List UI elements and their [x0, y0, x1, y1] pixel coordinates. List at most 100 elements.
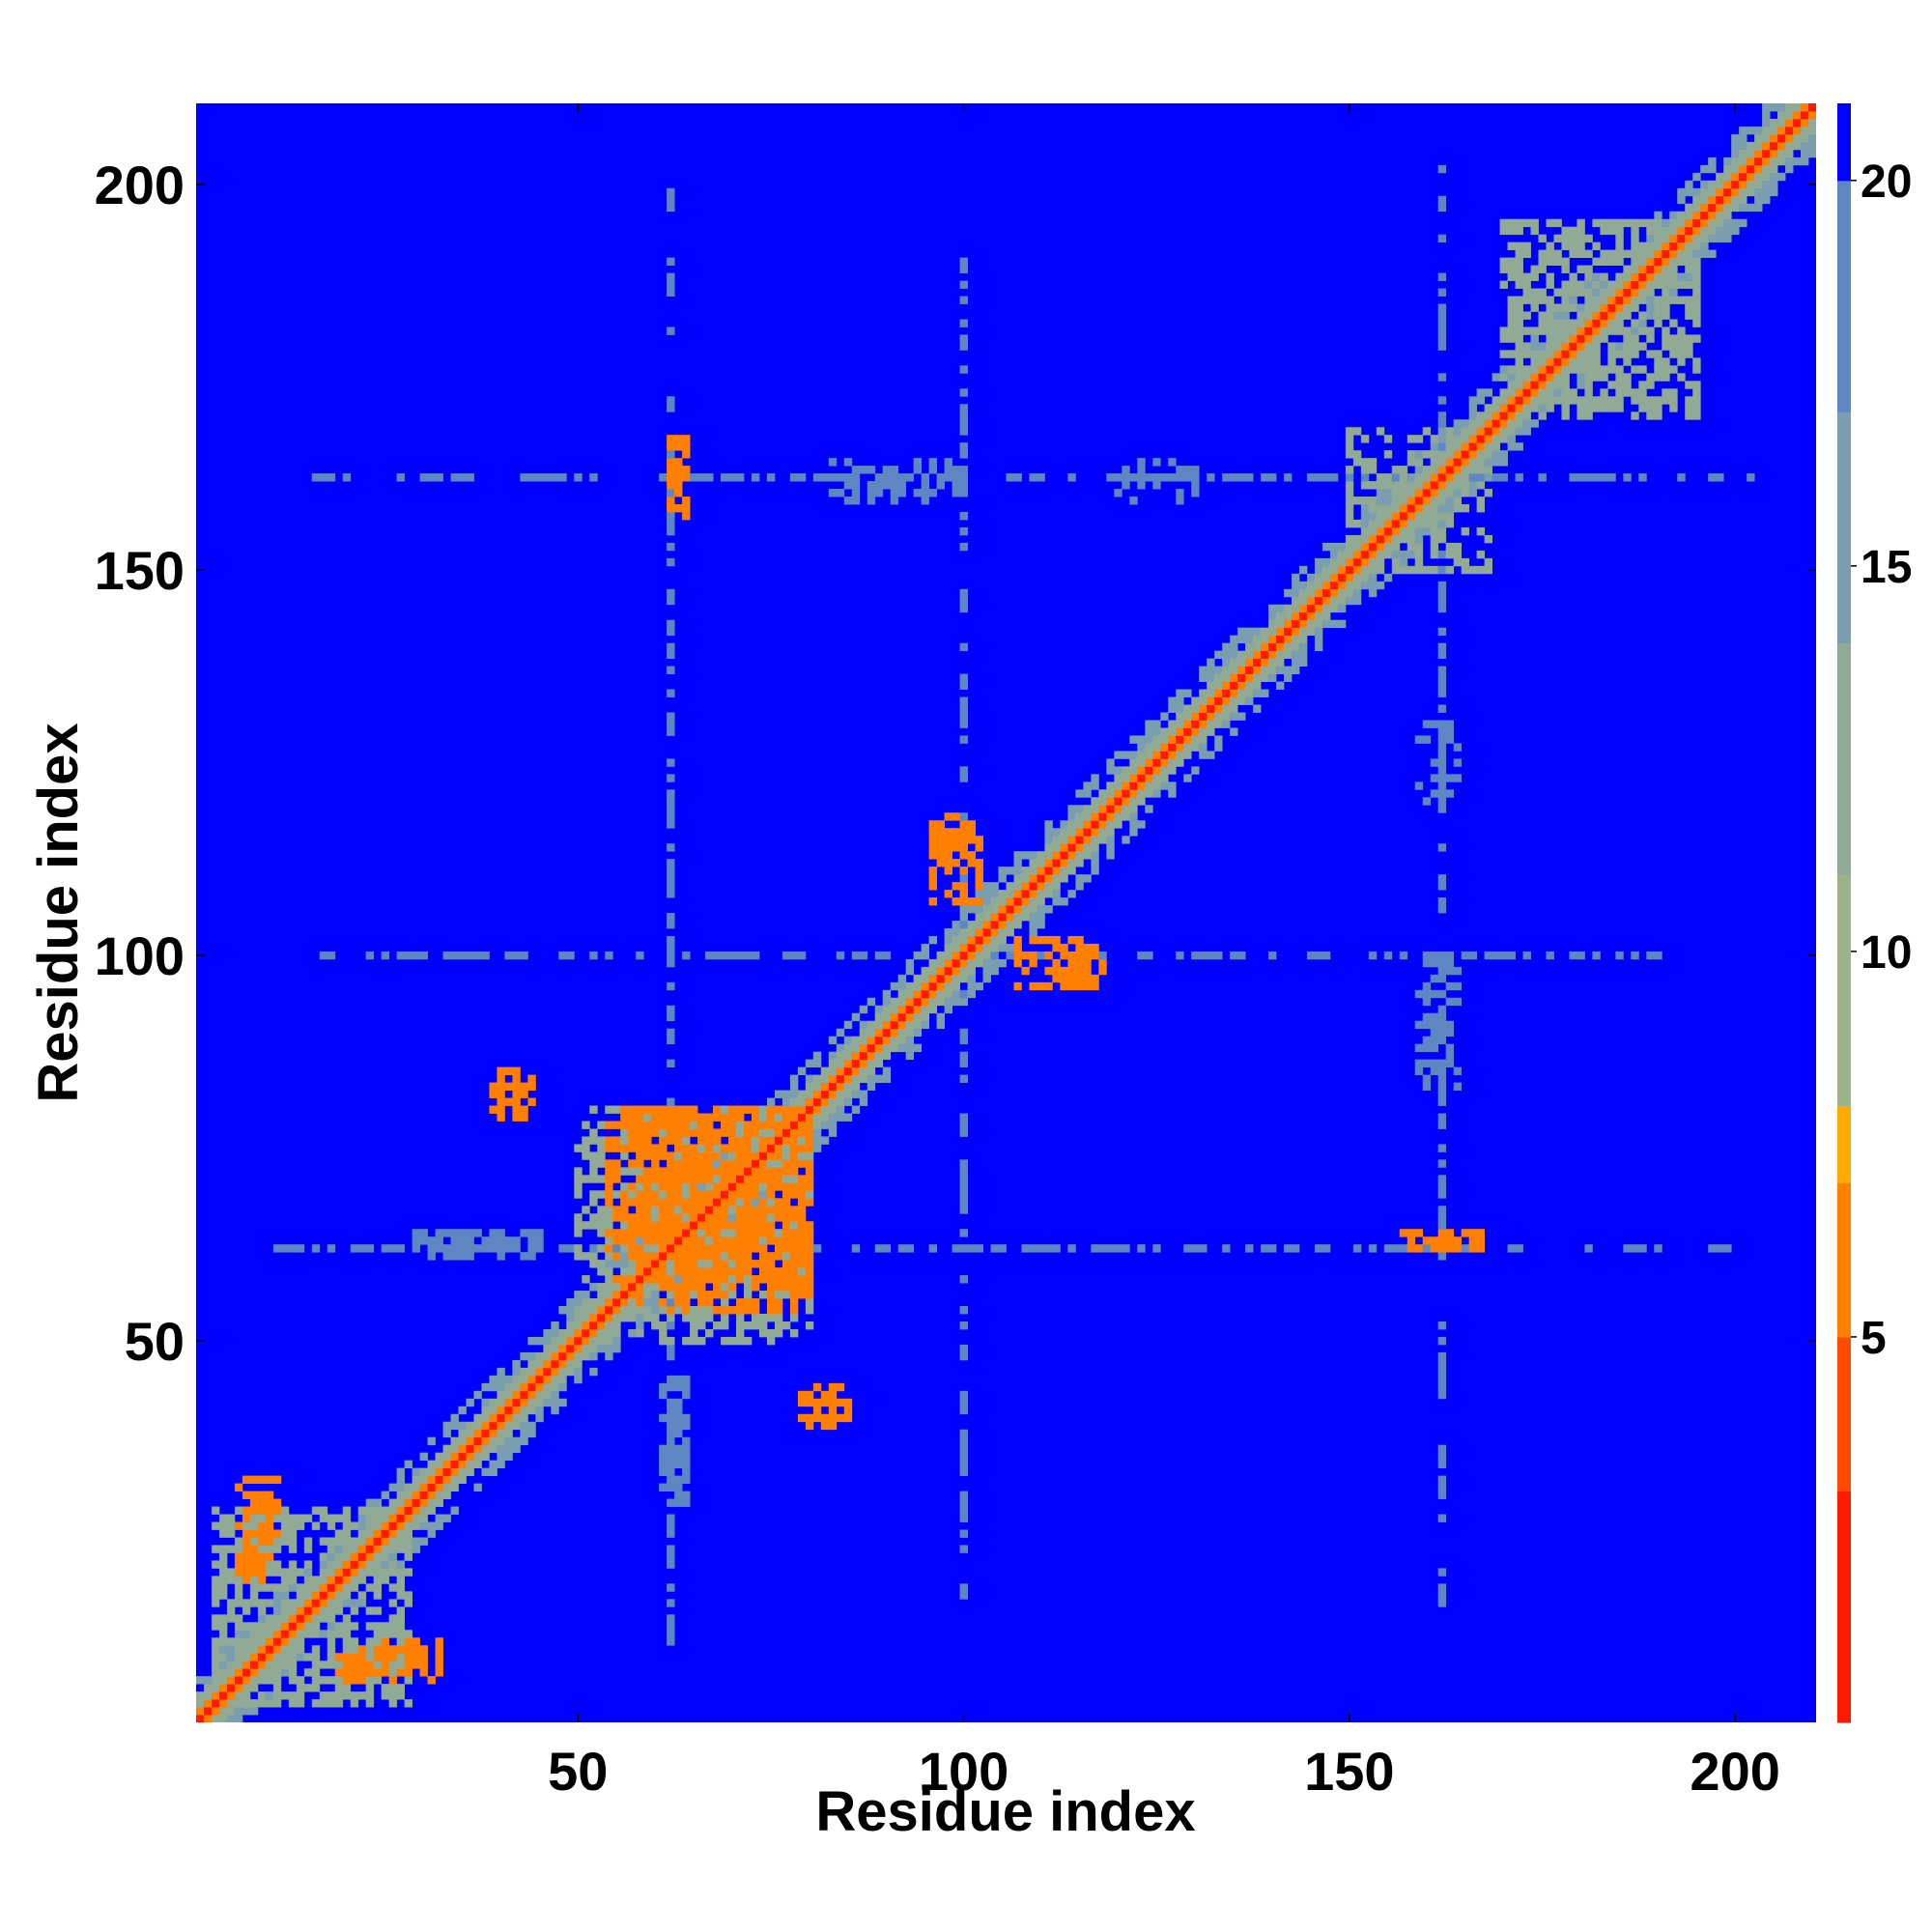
heatmap-cell — [1685, 381, 1693, 389]
heatmap-cell — [1638, 257, 1647, 266]
heatmap-cell — [1230, 635, 1238, 644]
heatmap-cell — [1006, 905, 1014, 914]
heatmap-cell — [1337, 573, 1347, 582]
heatmap-cell — [520, 1367, 528, 1377]
heatmap-cell — [342, 1668, 352, 1677]
heatmap-cell — [566, 1328, 575, 1338]
heatmap-cell — [450, 1483, 459, 1492]
heatmap-cell — [636, 1190, 644, 1199]
heatmap-cell — [674, 1159, 683, 1168]
heatmap-cell — [1561, 334, 1570, 343]
heatmap-cell — [913, 981, 923, 991]
heatmap-cell — [396, 1560, 406, 1569]
heatmap-cell — [636, 1167, 644, 1176]
heatmap-cell — [497, 1229, 505, 1237]
heatmap-cell — [1592, 311, 1601, 320]
heatmap-cell — [736, 1198, 745, 1207]
heatmap-cell — [1762, 118, 1771, 128]
heatmap-cell — [365, 1529, 375, 1538]
heatmap-cell — [574, 1229, 582, 1237]
heatmap-cell — [249, 1491, 259, 1499]
heatmap-cell — [373, 1498, 383, 1507]
heatmap-cell — [450, 1413, 459, 1423]
heatmap-cell — [1314, 596, 1323, 606]
heatmap-cell — [959, 966, 968, 976]
heatmap-cell — [272, 1506, 282, 1515]
heatmap-cell — [1692, 172, 1701, 182]
heatmap-cell — [520, 1252, 528, 1261]
heatmap-cell — [959, 882, 968, 891]
heatmap-cell — [473, 1229, 482, 1237]
heatmap-cell — [928, 997, 938, 1007]
heatmap-cell — [1306, 573, 1316, 582]
heatmap-cell — [280, 1630, 290, 1638]
heatmap-cell — [512, 1113, 521, 1122]
heatmap-cell — [1584, 334, 1593, 343]
heatmap-cell — [851, 1244, 861, 1253]
heatmap-cell — [751, 1321, 760, 1330]
heatmap-cell — [357, 1645, 367, 1654]
heatmap-cell — [350, 1599, 359, 1607]
heatmap-cell — [1777, 103, 1786, 112]
heatmap-cell — [636, 1236, 644, 1245]
heatmap-cell — [1770, 156, 1778, 166]
heatmap-cell — [1476, 396, 1486, 405]
heatmap-cell — [659, 1236, 668, 1245]
heatmap-cell — [1708, 211, 1717, 220]
heatmap-cell — [551, 1359, 559, 1369]
heatmap-cell — [350, 1622, 359, 1631]
heatmap-cell — [690, 1306, 698, 1315]
heatmap-cell — [1662, 226, 1670, 236]
heatmap-cell — [1152, 789, 1161, 798]
heatmap-cell — [1013, 897, 1022, 906]
heatmap-cell — [1437, 789, 1447, 798]
heatmap-cell — [913, 997, 923, 1007]
heatmap-cell — [743, 1159, 753, 1168]
heatmap-cell — [1692, 357, 1701, 366]
heatmap-cell — [959, 442, 968, 451]
heatmap-cell — [257, 1614, 267, 1623]
heatmap-cell — [396, 1467, 406, 1477]
heatmap-cell — [234, 1537, 243, 1546]
heatmap-cell — [265, 1583, 274, 1592]
heatmap-cell — [1445, 427, 1455, 436]
heatmap-cell — [1106, 781, 1115, 790]
heatmap-cell — [1461, 565, 1470, 575]
heatmap-cell — [890, 497, 899, 505]
heatmap-cell — [388, 1560, 398, 1569]
heatmap-cell — [1052, 867, 1061, 875]
heatmap-cell — [373, 1606, 383, 1615]
heatmap-cell — [1291, 658, 1300, 668]
heatmap-cell — [280, 1645, 290, 1654]
heatmap-cell — [1538, 327, 1547, 335]
heatmap-cell — [1522, 350, 1531, 358]
heatmap-cell — [551, 1382, 559, 1392]
heatmap-cell — [1399, 481, 1408, 490]
heatmap-cell — [242, 1506, 251, 1515]
heatmap-cell — [797, 1159, 807, 1168]
heatmap-cell — [682, 1105, 691, 1114]
heatmap-cell — [1437, 627, 1447, 637]
heatmap-cell — [1376, 504, 1385, 513]
heatmap-cell — [357, 1529, 367, 1538]
heatmap-cell — [1337, 596, 1347, 606]
heatmap-cell — [558, 951, 567, 960]
heatmap-cell — [789, 1144, 799, 1152]
heatmap-cell — [928, 828, 938, 837]
heatmap-cell — [1083, 966, 1092, 976]
heatmap-cell — [1291, 627, 1300, 637]
heatmap-cell — [697, 473, 706, 482]
heatmap-cell — [636, 1298, 644, 1307]
heatmap-cell — [558, 1351, 567, 1361]
heatmap-cell — [419, 1491, 428, 1499]
heatmap-cell — [311, 1676, 321, 1685]
heatmap-cell — [1352, 1244, 1362, 1253]
heatmap-cell — [1739, 180, 1747, 189]
heatmap-cell — [1538, 265, 1547, 273]
heatmap-cell — [959, 427, 968, 436]
heatmap-cell — [396, 1568, 406, 1577]
heatmap-cell — [882, 1012, 892, 1022]
heatmap-cell — [913, 1043, 923, 1053]
heatmap-cell — [327, 1699, 336, 1708]
heatmap-cell — [690, 1328, 698, 1338]
